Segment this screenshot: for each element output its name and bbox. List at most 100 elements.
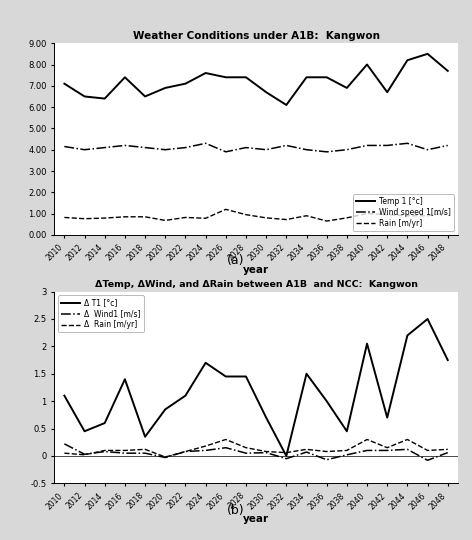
- Δ  Rain [m/yr]: [122, 447, 128, 454]
- Δ  Rain [m/yr]: [223, 436, 228, 443]
- Δ T1 [°c]: [162, 406, 168, 413]
- Temp 1 [°c]: [203, 70, 209, 76]
- Temp 1 [°c]: [243, 74, 249, 80]
- Temp 1 [°c]: [405, 57, 410, 64]
- Title: Weather Conditions under A1B:  Kangwon: Weather Conditions under A1B: Kangwon: [133, 31, 379, 41]
- Δ  Wind1 [m/s]: [61, 441, 67, 447]
- Wind speed 1[m/s]: [162, 146, 168, 153]
- Temp 1 [°c]: [284, 102, 289, 108]
- Rain [m/yr]: [82, 215, 87, 222]
- Temp 1 [°c]: [82, 93, 87, 100]
- Δ  Rain [m/yr]: [142, 446, 148, 453]
- Title: ΔTemp, ΔWind, and ΔRain between A1B  and NCC:  Kangwon: ΔTemp, ΔWind, and ΔRain between A1B and …: [94, 280, 418, 289]
- Δ  Wind1 [m/s]: [344, 451, 350, 458]
- Line: Temp 1 [°c]: Temp 1 [°c]: [64, 54, 448, 105]
- Δ  Rain [m/yr]: [344, 447, 350, 454]
- Δ  Rain [m/yr]: [364, 436, 370, 443]
- Rain [m/yr]: [263, 214, 269, 221]
- Rain [m/yr]: [303, 212, 309, 219]
- Δ T1 [°c]: [243, 373, 249, 380]
- Δ  Rain [m/yr]: [384, 444, 390, 451]
- Δ  Wind1 [m/s]: [142, 450, 148, 456]
- Temp 1 [°c]: [162, 85, 168, 91]
- Δ  Rain [m/yr]: [405, 436, 410, 443]
- Δ  Wind1 [m/s]: [183, 448, 188, 455]
- Rain [m/yr]: [405, 212, 410, 219]
- Wind speed 1[m/s]: [405, 140, 410, 146]
- Δ  Rain [m/yr]: [61, 450, 67, 456]
- Δ  Wind1 [m/s]: [284, 455, 289, 462]
- Δ  Wind1 [m/s]: [82, 451, 87, 457]
- Legend: Δ T1 [°c], Δ  Wind1 [m/s], Δ  Rain [m/yr]: Δ T1 [°c], Δ Wind1 [m/s], Δ Rain [m/yr]: [58, 295, 143, 332]
- Rain [m/yr]: [384, 212, 390, 218]
- Rain [m/yr]: [445, 210, 451, 216]
- Line: Rain [m/yr]: Rain [m/yr]: [64, 210, 448, 221]
- Δ  Wind1 [m/s]: [102, 448, 108, 455]
- Δ  Wind1 [m/s]: [162, 454, 168, 461]
- Δ T1 [°c]: [284, 453, 289, 459]
- Δ  Wind1 [m/s]: [425, 457, 430, 463]
- Δ  Rain [m/yr]: [203, 443, 209, 449]
- Δ  Rain [m/yr]: [284, 449, 289, 456]
- Rain [m/yr]: [364, 211, 370, 217]
- Δ T1 [°c]: [142, 434, 148, 440]
- Δ T1 [°c]: [344, 428, 350, 435]
- Δ T1 [°c]: [203, 360, 209, 366]
- Rain [m/yr]: [203, 215, 209, 221]
- Text: (a): (a): [227, 254, 245, 267]
- Δ T1 [°c]: [445, 357, 451, 363]
- Wind speed 1[m/s]: [183, 144, 188, 151]
- Δ T1 [°c]: [263, 414, 269, 421]
- Rain [m/yr]: [183, 214, 188, 221]
- Δ  Rain [m/yr]: [243, 444, 249, 451]
- Temp 1 [°c]: [445, 68, 451, 74]
- Δ  Wind1 [m/s]: [122, 450, 128, 456]
- Δ  Rain [m/yr]: [425, 447, 430, 454]
- Δ  Rain [m/yr]: [162, 454, 168, 460]
- Δ  Wind1 [m/s]: [445, 449, 451, 456]
- Wind speed 1[m/s]: [324, 148, 329, 155]
- Rain [m/yr]: [284, 217, 289, 223]
- Rain [m/yr]: [142, 213, 148, 220]
- Temp 1 [°c]: [61, 80, 67, 87]
- Wind speed 1[m/s]: [61, 143, 67, 150]
- Δ T1 [°c]: [102, 420, 108, 426]
- Δ T1 [°c]: [183, 393, 188, 399]
- Δ T1 [°c]: [364, 340, 370, 347]
- Wind speed 1[m/s]: [303, 146, 309, 153]
- Temp 1 [°c]: [324, 74, 329, 80]
- Line: Δ  Rain [m/yr]: Δ Rain [m/yr]: [64, 440, 448, 457]
- Δ  Wind1 [m/s]: [364, 447, 370, 454]
- Δ  Rain [m/yr]: [102, 447, 108, 454]
- Temp 1 [°c]: [263, 89, 269, 96]
- Δ  Rain [m/yr]: [324, 448, 329, 455]
- Wind speed 1[m/s]: [344, 146, 350, 153]
- Temp 1 [°c]: [142, 93, 148, 100]
- Line: Δ  Wind1 [m/s]: Δ Wind1 [m/s]: [64, 444, 448, 460]
- Rain [m/yr]: [162, 217, 168, 224]
- Δ  Rain [m/yr]: [445, 446, 451, 453]
- Rain [m/yr]: [324, 218, 329, 224]
- Wind speed 1[m/s]: [122, 142, 128, 149]
- Δ T1 [°c]: [425, 316, 430, 322]
- Temp 1 [°c]: [425, 51, 430, 57]
- Temp 1 [°c]: [122, 74, 128, 80]
- Line: Wind speed 1[m/s]: Wind speed 1[m/s]: [64, 143, 448, 152]
- Wind speed 1[m/s]: [445, 142, 451, 149]
- Wind speed 1[m/s]: [425, 146, 430, 153]
- Temp 1 [°c]: [223, 74, 228, 80]
- Line: Δ T1 [°c]: Δ T1 [°c]: [64, 319, 448, 456]
- Rain [m/yr]: [61, 214, 67, 221]
- Rain [m/yr]: [425, 212, 430, 219]
- Δ T1 [°c]: [384, 414, 390, 421]
- Δ T1 [°c]: [303, 370, 309, 377]
- Δ T1 [°c]: [82, 428, 87, 435]
- Temp 1 [°c]: [102, 96, 108, 102]
- Temp 1 [°c]: [183, 80, 188, 87]
- Rain [m/yr]: [223, 206, 228, 213]
- Legend: Temp 1 [°c], Wind speed 1[m/s], Rain [m/yr]: Temp 1 [°c], Wind speed 1[m/s], Rain [m/…: [353, 194, 454, 231]
- Wind speed 1[m/s]: [82, 146, 87, 153]
- Δ  Wind1 [m/s]: [243, 450, 249, 456]
- Δ  Wind1 [m/s]: [303, 449, 309, 455]
- Wind speed 1[m/s]: [142, 144, 148, 151]
